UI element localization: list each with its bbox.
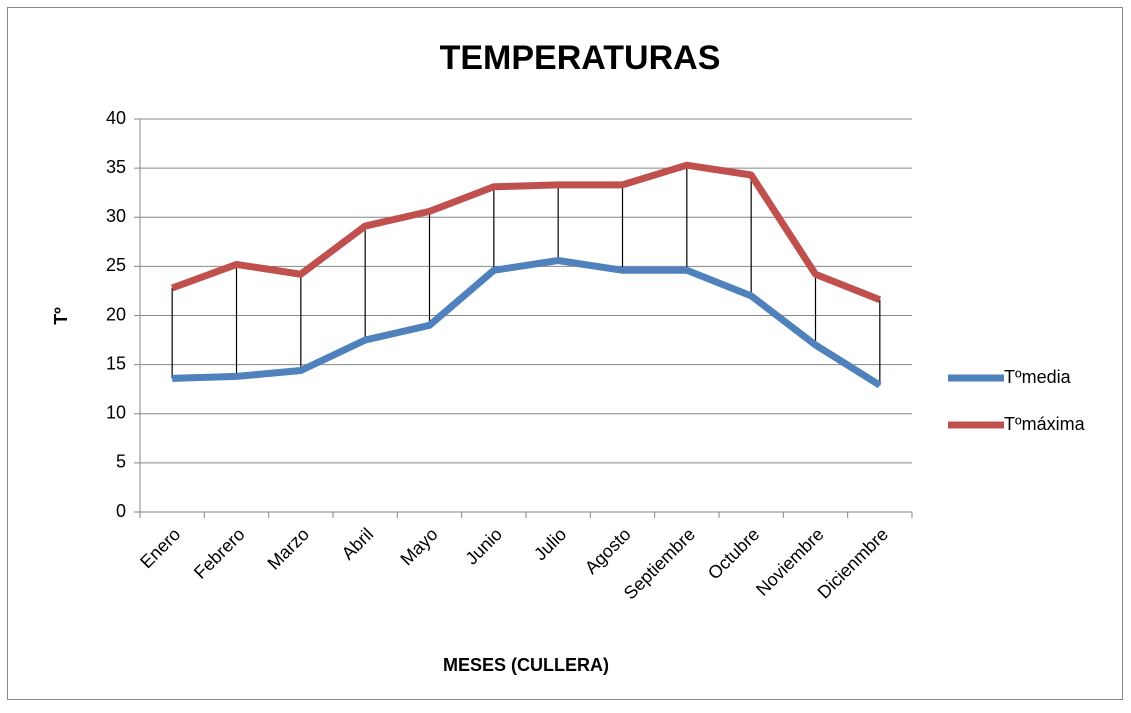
chart-frame [7, 7, 1123, 700]
y-tick-label: 0 [116, 501, 126, 521]
chart-title: TEMPERATURAS [440, 39, 721, 77]
y-axis-title: Tº [51, 307, 71, 325]
series-line [170, 161, 882, 304]
y-tick-label: 30 [106, 206, 126, 226]
y-tick-label: 35 [106, 157, 126, 177]
y-tick-label: 20 [106, 304, 126, 324]
y-tick-label: 5 [116, 452, 126, 472]
y-tick-label: 15 [106, 353, 126, 373]
y-tick-label: 10 [106, 403, 126, 423]
legend-label: Tºmedia [1004, 367, 1072, 387]
y-tick-label: 25 [106, 255, 126, 275]
series-line [172, 256, 882, 389]
x-axis-title: MESES (CULLERA) [443, 655, 609, 675]
y-tick-label: 40 [106, 108, 126, 128]
legend-label: Tºmáxima [1004, 414, 1086, 434]
